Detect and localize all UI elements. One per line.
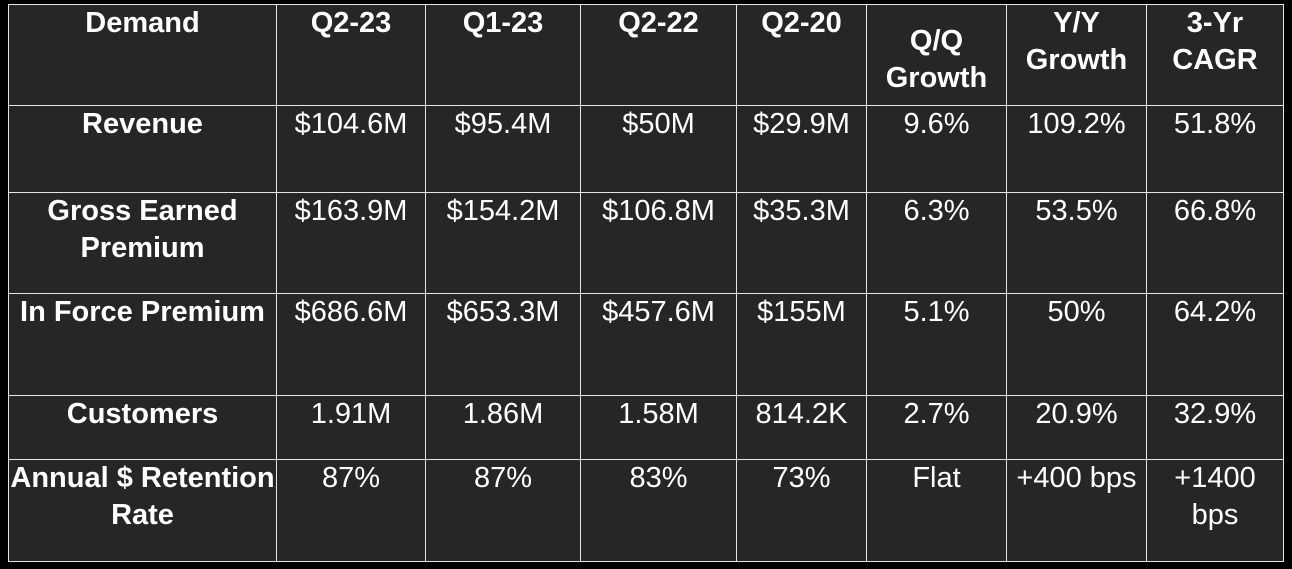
table-cell: 51.8% <box>1146 105 1284 193</box>
table-cell: 50% <box>1006 293 1147 396</box>
table-cell: 64.2% <box>1146 293 1284 396</box>
table-cell: $104.6M <box>276 105 426 193</box>
table-cell: +400 bps <box>1006 459 1147 562</box>
table-cell: $155M <box>736 293 867 396</box>
column-header-q2-23: Q2-23 <box>276 4 426 106</box>
header-row: Demand Q2-23 Q1-23 Q2-22 Q2-20 Q/Q Growt… <box>8 4 1284 106</box>
table-cell: $457.6M <box>580 293 737 396</box>
table-cell: 87% <box>425 459 581 562</box>
table-cell: 20.9% <box>1006 395 1147 460</box>
table-row-revenue: Revenue $104.6M $95.4M $50M $29.9M 9.6% … <box>8 105 1284 193</box>
table-row-customers: Customers 1.91M 1.86M 1.58M 814.2K 2.7% … <box>8 395 1284 460</box>
table-cell: 6.3% <box>866 192 1007 294</box>
table-cell: Flat <box>866 459 1007 562</box>
demand-metrics-table: Demand Q2-23 Q1-23 Q2-22 Q2-20 Q/Q Growt… <box>8 4 1284 562</box>
table-cell: $163.9M <box>276 192 426 294</box>
row-label-customers: Customers <box>8 395 277 460</box>
table-cell: 5.1% <box>866 293 1007 396</box>
table-cell: 109.2% <box>1006 105 1147 193</box>
table-cell: 9.6% <box>866 105 1007 193</box>
table-row-in-force-premium: In Force Premium $686.6M $653.3M $457.6M… <box>8 293 1284 396</box>
column-header-qq-growth: Q/Q Growth <box>866 4 1007 106</box>
row-label-in-force-premium: In Force Premium <box>8 293 277 396</box>
table-cell: +1400 bps <box>1146 459 1284 562</box>
row-label-gross-earned-premium: Gross Earned Premium <box>8 192 277 294</box>
row-label-revenue: Revenue <box>8 105 277 193</box>
table-row-annual-retention-rate: Annual $ Retention Rate 87% 87% 83% 73% … <box>8 459 1284 562</box>
table-cell: 1.86M <box>425 395 581 460</box>
table-cell: $95.4M <box>425 105 581 193</box>
table-cell: $50M <box>580 105 737 193</box>
table-cell: $29.9M <box>736 105 867 193</box>
row-label-annual-retention-rate: Annual $ Retention Rate <box>8 459 277 562</box>
table-cell: $686.6M <box>276 293 426 396</box>
table-cell: 2.7% <box>866 395 1007 460</box>
column-header-q2-22: Q2-22 <box>580 4 737 106</box>
table-cell: 83% <box>580 459 737 562</box>
table-cell: $154.2M <box>425 192 581 294</box>
table-cell: 73% <box>736 459 867 562</box>
table-cell: 53.5% <box>1006 192 1147 294</box>
table-cell: 32.9% <box>1146 395 1284 460</box>
table-cell: 814.2K <box>736 395 867 460</box>
table-cell: 1.91M <box>276 395 426 460</box>
column-header-demand: Demand <box>8 4 277 106</box>
table-cell: 1.58M <box>580 395 737 460</box>
table-cell: $653.3M <box>425 293 581 396</box>
column-header-q1-23: Q1-23 <box>425 4 581 106</box>
column-header-q2-20: Q2-20 <box>736 4 867 106</box>
table-cell: 87% <box>276 459 426 562</box>
table-cell: 66.8% <box>1146 192 1284 294</box>
table-cell: $35.3M <box>736 192 867 294</box>
table-row-gross-earned-premium: Gross Earned Premium $163.9M $154.2M $10… <box>8 192 1284 294</box>
column-header-yy-growth: Y/Y Growth <box>1006 4 1147 106</box>
table-cell: $106.8M <box>580 192 737 294</box>
column-header-3yr-cagr: 3-Yr CAGR <box>1146 4 1284 106</box>
